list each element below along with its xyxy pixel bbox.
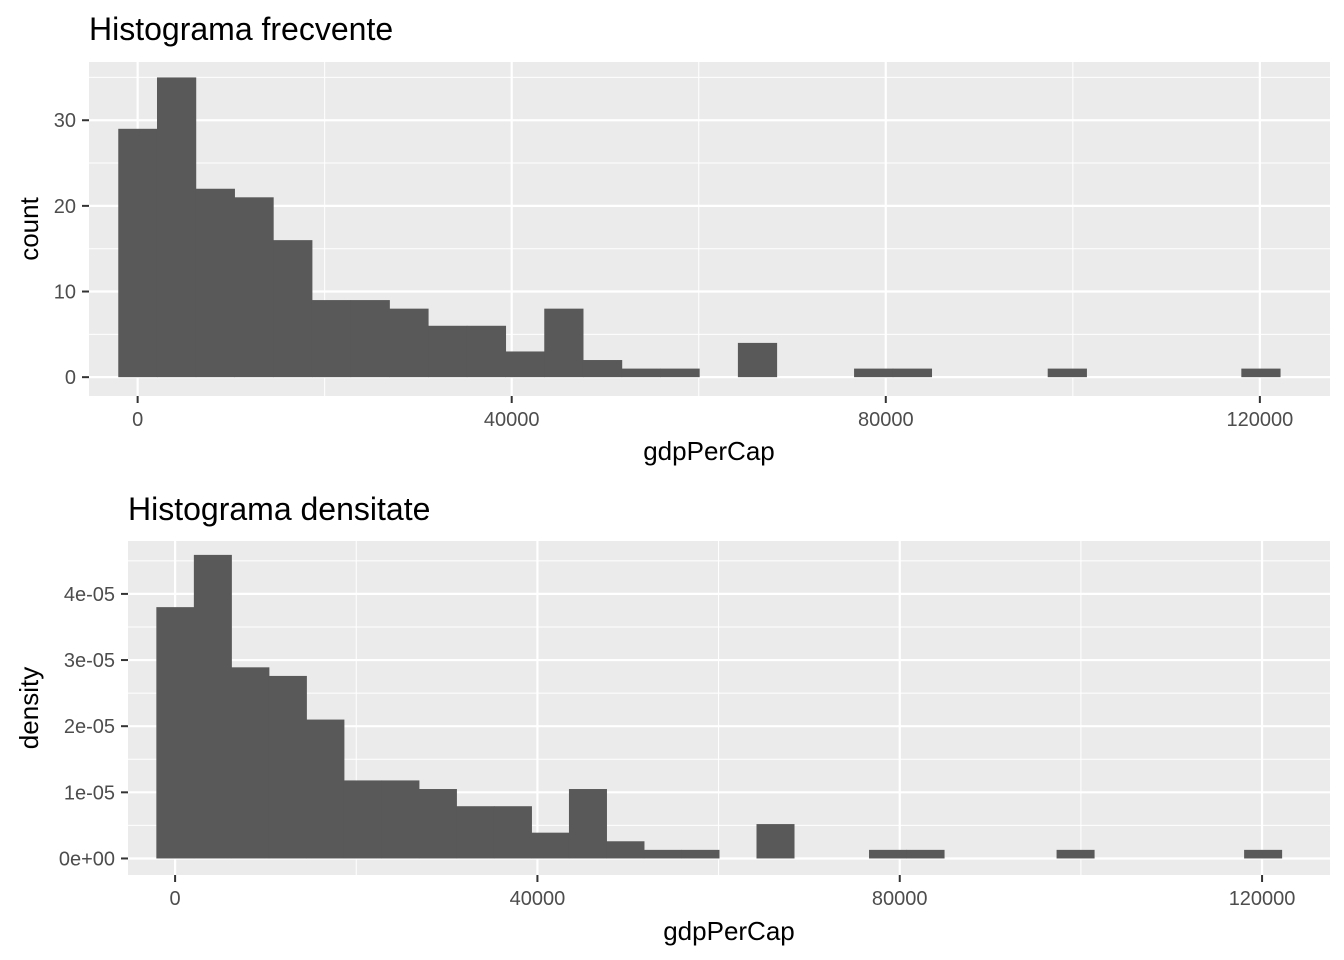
x-tick-label: 0 <box>170 888 181 910</box>
histogram-bar <box>854 368 894 378</box>
histogram-bar <box>568 789 607 859</box>
y-tick-label: 1e-05 <box>64 782 115 804</box>
histogram-bar <box>737 342 778 378</box>
histogram-bar <box>1047 368 1087 378</box>
x-axis-title: gdpPerCap <box>643 436 775 466</box>
x-axis: 0 40000 80000 120000 <box>132 396 1293 431</box>
y-tick-label: 30 <box>54 110 76 132</box>
histogram-bar <box>505 351 545 378</box>
histogram-bar <box>118 128 158 378</box>
histogram-bar <box>756 824 795 859</box>
histogram-bar <box>582 360 623 378</box>
histogram-bar <box>156 607 195 859</box>
bars <box>156 554 1283 859</box>
histogram-bar <box>311 300 352 378</box>
x-tick-label: 120000 <box>1226 409 1293 431</box>
histogram-bar <box>195 188 235 378</box>
x-axis-title: gdpPerCap <box>663 916 795 946</box>
chart-title: Histograma frecvente <box>89 11 393 47</box>
x-axis: 0 40000 80000 120000 <box>170 875 1296 910</box>
y-tick-label: 0e+00 <box>59 848 115 870</box>
histogram-bar <box>681 849 720 859</box>
histogram-bar <box>350 300 390 378</box>
histogram-bar <box>418 789 457 859</box>
x-tick-label: 80000 <box>872 888 928 910</box>
histogram-bar <box>268 675 307 859</box>
histogram-bar <box>273 240 313 378</box>
histogram-bar <box>606 841 645 859</box>
x-tick-label: 40000 <box>510 888 566 910</box>
y-axis: 0e+00 1e-05 2e-05 3e-05 4e-05 <box>59 584 128 870</box>
histogram-bar <box>428 325 468 378</box>
histogram-bar <box>544 308 584 378</box>
y-axis-title: count <box>14 196 44 260</box>
histogram-bar <box>869 849 908 859</box>
histogram-bar <box>343 780 382 859</box>
chart-density: Histograma densitate 0e+00 1e-05 2e-05 3e-0… <box>14 491 1330 946</box>
histogram-bar <box>306 719 345 859</box>
histogram-bar <box>1241 368 1281 378</box>
histogram-bar <box>493 806 532 859</box>
histogram-bar <box>231 667 270 859</box>
x-tick-label: 80000 <box>858 409 914 431</box>
y-axis: 0 10 20 30 <box>54 110 89 389</box>
histogram-bar <box>456 806 495 859</box>
x-tick-label: 0 <box>132 409 143 431</box>
y-tick-label: 20 <box>54 196 76 218</box>
bars <box>118 77 1281 378</box>
y-tick-label: 2e-05 <box>64 716 115 738</box>
grid-lines <box>89 62 1330 396</box>
histogram-bar <box>621 368 661 378</box>
histogram-bar <box>466 325 507 378</box>
y-tick-label: 4e-05 <box>64 584 115 606</box>
histogram-bar <box>660 368 700 378</box>
histogram-bar <box>643 849 682 859</box>
histogram-bar <box>531 832 570 859</box>
y-tick-label: 10 <box>54 282 76 304</box>
y-axis-title: density <box>14 667 44 749</box>
y-tick-label: 0 <box>65 367 76 389</box>
histogram-bar <box>389 308 429 378</box>
x-tick-label: 120000 <box>1229 888 1296 910</box>
histogram-bar <box>906 849 945 859</box>
histogram-bar <box>892 368 933 378</box>
histogram-bar <box>1056 849 1095 859</box>
histogram-bar <box>156 77 197 378</box>
histogram-bar <box>234 197 274 378</box>
x-tick-label: 40000 <box>484 409 540 431</box>
chart-frequency: Histograma frecvente 0 10 20 30 0 40000 80000… <box>14 11 1330 466</box>
chart-title: Histograma densitate <box>128 491 430 527</box>
histogram-bar <box>193 554 232 859</box>
histogram-bar <box>381 780 420 859</box>
y-tick-label: 3e-05 <box>64 650 115 672</box>
histogram-bar <box>1244 849 1283 859</box>
